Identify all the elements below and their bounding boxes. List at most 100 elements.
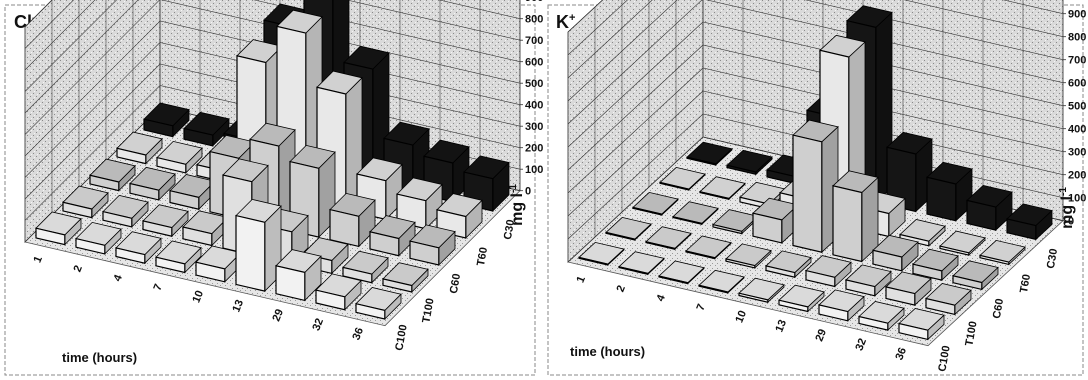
- y-tick-label: 300: [1068, 147, 1086, 159]
- z-tick-label: T100: [420, 297, 436, 324]
- x-tick-label: 2: [72, 264, 85, 274]
- bar-front-face: [726, 164, 757, 176]
- bar-front-face: [369, 231, 400, 257]
- x-tick-label: 1: [32, 254, 45, 264]
- bar-front-face: [235, 214, 266, 292]
- bar-front-face: [115, 247, 146, 264]
- y-tick-label: 700: [1068, 55, 1086, 67]
- gridline: [24, 0, 74, 49]
- x-tick-label: 32: [853, 337, 869, 353]
- bar-front-face: [872, 249, 903, 272]
- bar-c30-32h: [966, 184, 1013, 232]
- x-tick-label: 2: [615, 284, 628, 294]
- bar-c100-4h: [658, 260, 705, 285]
- y-tick-label: 200: [1068, 170, 1086, 182]
- x-tick-label: 10: [190, 289, 206, 305]
- bar-c30-13h: [886, 131, 933, 213]
- x-tick-label: 4: [112, 272, 126, 283]
- bar-c60-1h: [89, 158, 136, 192]
- y-tick-label: 800: [525, 14, 543, 26]
- y-tick-label: 900: [525, 0, 543, 4]
- bar-front-face: [195, 261, 226, 283]
- bar-c60-29h: [872, 234, 919, 272]
- bar-front-face: [142, 220, 173, 237]
- bar-t100-7h: [182, 210, 229, 247]
- bar-c60-2h: [672, 201, 719, 226]
- bar-front-face: [355, 302, 386, 320]
- bars-layer: [578, 5, 1053, 341]
- x-axis-label-potassium: time (hours): [570, 344, 645, 359]
- bar-front-face: [738, 292, 769, 303]
- bar-front-face: [898, 322, 929, 341]
- bar-front-face: [805, 269, 836, 288]
- bar-c60-10h: [792, 119, 839, 254]
- bar-front-face: [685, 250, 716, 260]
- bar-front-face: [845, 279, 876, 297]
- bar-c30-1h: [143, 102, 190, 138]
- x-tick-label: 7: [695, 302, 708, 312]
- z-tick-label: C100: [936, 345, 952, 373]
- bar-c60-32h: [912, 248, 959, 282]
- bar-front-face: [925, 297, 956, 316]
- z-tick-label: T60: [1018, 273, 1033, 294]
- bar-front-face: [183, 127, 214, 147]
- bar-front-face: [382, 278, 413, 293]
- x-tick-label: 1: [575, 274, 588, 284]
- bar-t60-36h: [979, 239, 1026, 266]
- chart-panel-chloride: Cl- 010020030040050060070080090010001247…: [4, 0, 543, 376]
- bar-c30-29h: [926, 161, 973, 222]
- y-tick-label: 600: [525, 57, 543, 69]
- bar-c100-36h: [898, 308, 945, 341]
- bar-front-face: [912, 263, 943, 281]
- panel-title-potassium: K+: [556, 12, 575, 32]
- bar-c100-1h: [35, 211, 82, 246]
- bar-c30-1h: [686, 141, 733, 166]
- bar-front-face: [778, 299, 809, 313]
- bar-t60-29h: [899, 219, 946, 247]
- y-tick-label: 0: [525, 186, 531, 198]
- bar-t60-36h: [436, 193, 483, 239]
- x-tick-label: 13: [773, 318, 789, 334]
- z-tick-label: C100: [393, 324, 409, 352]
- y-tick-label: 500: [525, 78, 543, 90]
- bar-c100-7h: [155, 240, 202, 274]
- bar-front-face: [578, 256, 609, 266]
- bar-front-face: [979, 254, 1010, 266]
- bar-front-face: [926, 176, 957, 222]
- bar-front-face: [605, 231, 636, 241]
- bar-front-face: [75, 237, 106, 255]
- y-tick-label: 100: [525, 164, 543, 176]
- bar-c60-29h: [329, 192, 376, 248]
- x-tick-label: 29: [813, 327, 829, 343]
- bar-front-face: [62, 201, 93, 219]
- bar-front-face: [116, 147, 147, 165]
- z-tick-label: C60: [991, 298, 1006, 320]
- bar-c100-7h: [698, 269, 745, 294]
- bar-c100-32h: [858, 301, 905, 332]
- bar-t100-1h: [605, 216, 652, 241]
- bar-front-face: [899, 233, 930, 247]
- z-tick-label: C30: [502, 219, 517, 241]
- bar-t60-32h: [939, 230, 986, 257]
- bar-front-face: [858, 315, 889, 331]
- bar-front-face: [89, 174, 120, 192]
- y-tick-label: 400: [1068, 124, 1086, 136]
- bar-front-face: [885, 286, 916, 306]
- bar-t100-7h: [725, 243, 772, 269]
- bar-t100-32h: [342, 250, 389, 284]
- bar-front-face: [952, 275, 983, 291]
- bar-front-face: [169, 189, 200, 210]
- bar-front-face: [659, 181, 690, 191]
- x-tick-label: 7: [152, 282, 165, 292]
- bar-front-face: [966, 199, 997, 231]
- x-tick-label: 10: [733, 309, 749, 325]
- bar-c100-1h: [578, 241, 625, 266]
- bar-front-face: [1006, 218, 1037, 241]
- x-axis-label-chloride: time (hours): [62, 350, 137, 365]
- bar-front-face: [156, 156, 187, 174]
- y-tick-label: 800: [1068, 32, 1086, 44]
- x-tick-label: 13: [230, 298, 246, 314]
- bar-c60-1h: [632, 191, 679, 216]
- y-tick-label: 600: [1068, 78, 1086, 90]
- bar-t60-2h: [156, 140, 203, 174]
